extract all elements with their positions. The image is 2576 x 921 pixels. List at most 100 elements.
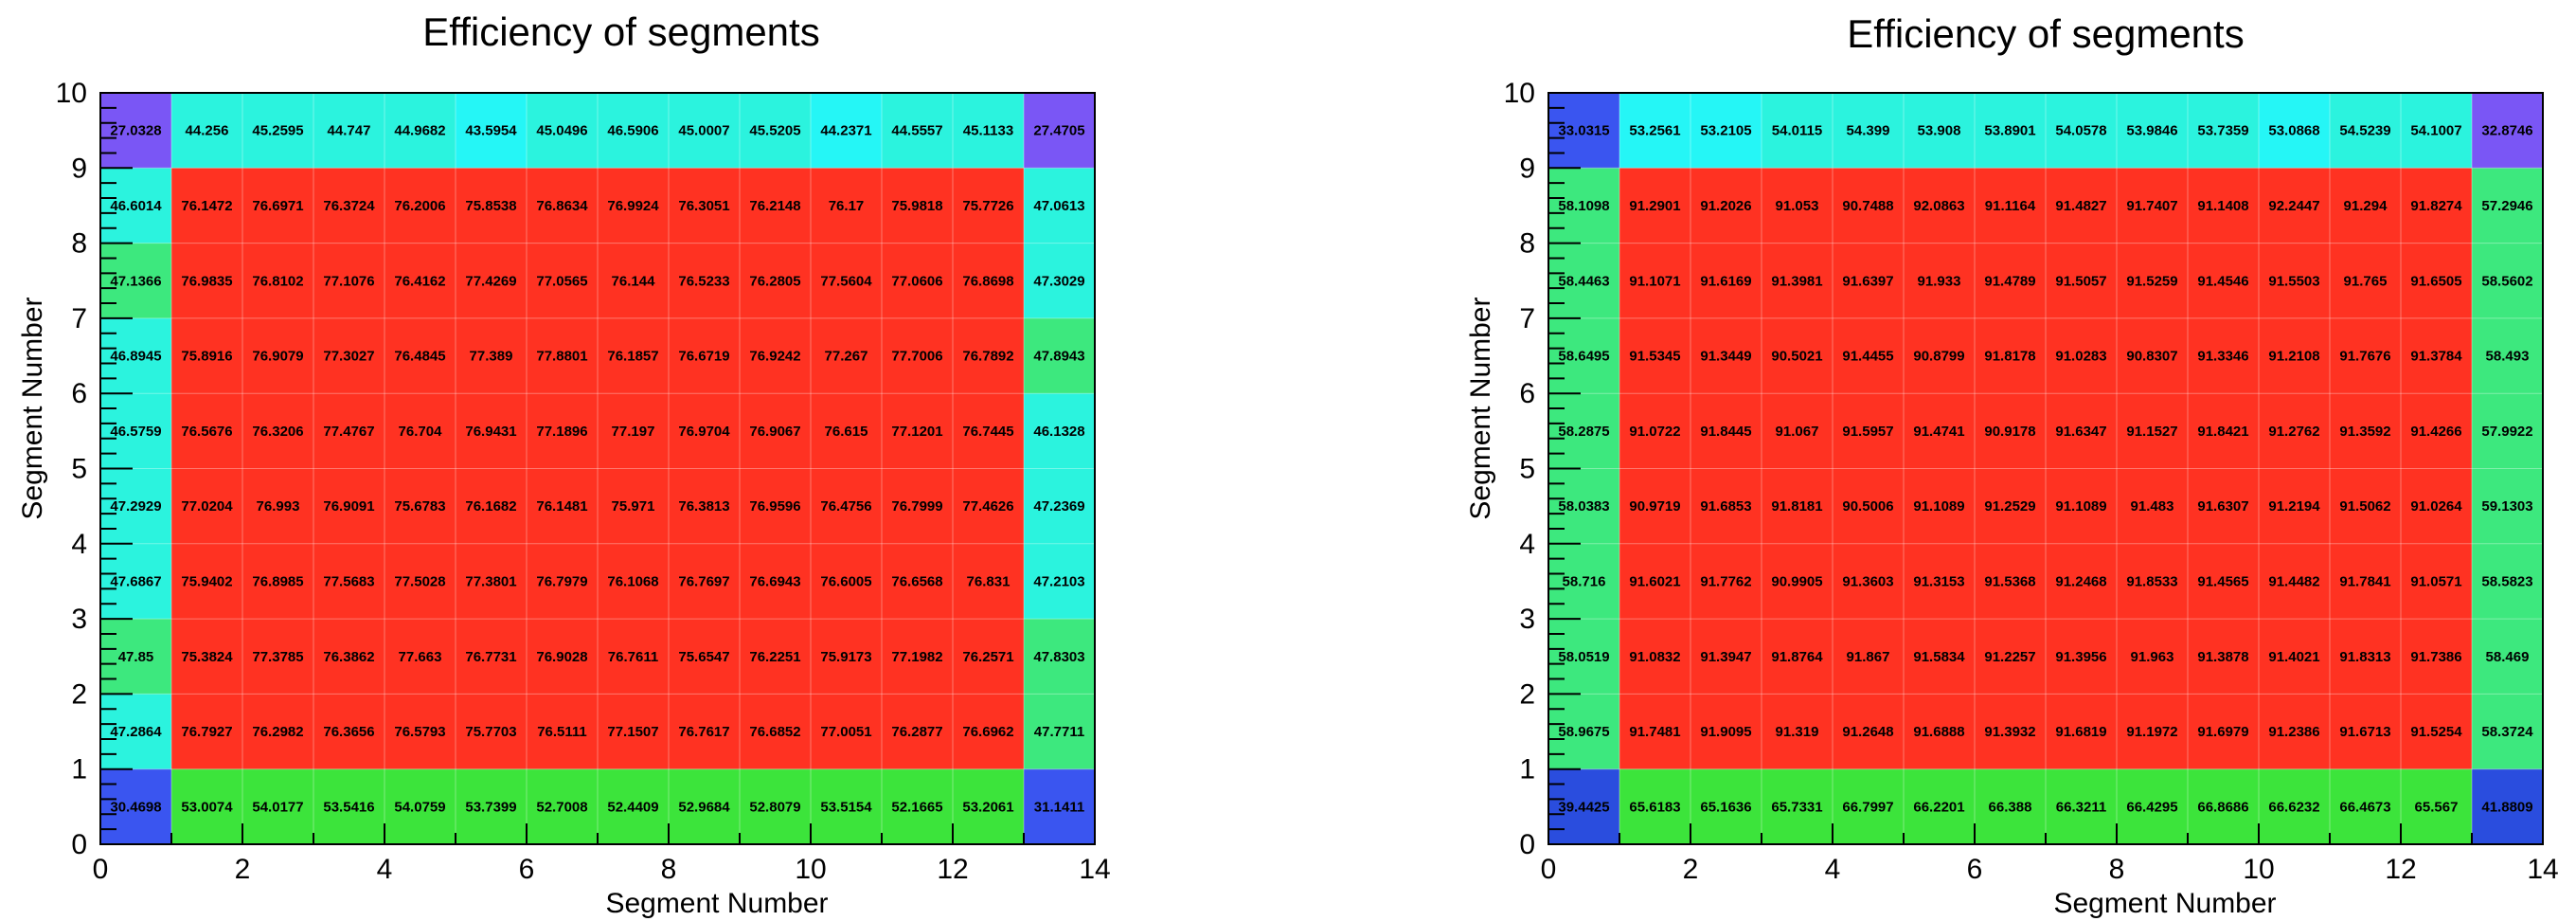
cell-value-label: 76.2982 (252, 724, 303, 740)
cell-value-label: 91.6505 (2410, 273, 2461, 289)
heatmap-cell (171, 393, 243, 469)
heatmap-cell (1619, 768, 1691, 845)
cell-value-label: 47.2103 (1033, 573, 1084, 589)
cell-value-label: 76.4756 (820, 498, 871, 515)
heatmap-cell (1762, 694, 1834, 770)
heatmap-cell (1904, 694, 1976, 770)
cell-value-label: 47.2929 (110, 498, 161, 515)
heatmap-cell (2046, 393, 2118, 469)
heatmap-cell (100, 317, 172, 394)
cell-value-label: 58.0383 (1558, 498, 1609, 515)
heatmap-cell (1548, 543, 1620, 620)
heatmap-cell (527, 768, 599, 845)
y-tick-label: 6 (71, 378, 87, 409)
heatmap-cell (1904, 243, 1976, 319)
y-tick-label: 9 (1519, 153, 1535, 184)
heatmap-cell (1548, 619, 1620, 695)
heatmap-cell (2117, 468, 2189, 545)
heatmap-cell (2188, 168, 2260, 244)
heatmap-cell (598, 317, 670, 394)
cell-value-label: 27.4705 (1033, 123, 1084, 139)
cell-value-label: 76.8698 (962, 273, 1013, 289)
heatmap-cell (1690, 468, 1762, 545)
chart-title: Efficiency of segments (1847, 11, 2244, 56)
heatmap-cell (1975, 317, 2047, 394)
heatmap-cell (811, 393, 883, 469)
heatmap-cell (598, 243, 670, 319)
heatmap-cell (740, 317, 812, 394)
heatmap-cell (2117, 168, 2189, 244)
heatmap-cell (100, 168, 172, 244)
cell-value-label: 91.5062 (2339, 498, 2390, 515)
x-tick-label: 12 (2385, 854, 2416, 885)
cell-value-label: 76.1682 (465, 498, 516, 515)
cell-value-label: 77.4626 (962, 498, 1013, 515)
cell-value-label: 91.0264 (2410, 498, 2462, 515)
y-tick-label: 1 (1519, 754, 1535, 786)
heatmap-cell (953, 93, 1025, 169)
cell-value-label: 91.4021 (2268, 649, 2319, 665)
heatmap-cell (1762, 619, 1834, 695)
heatmap-cell (100, 619, 172, 695)
cell-value-label: 77.1201 (891, 424, 942, 440)
heatmap-cell (2188, 619, 2260, 695)
heatmap-cell (2046, 243, 2118, 319)
cell-value-label: 91.6853 (1700, 498, 1751, 515)
heatmap-cell (1975, 694, 2047, 770)
heatmap-cell (456, 768, 528, 845)
heatmap-cell (740, 694, 812, 770)
heatmap-cell (669, 768, 741, 845)
heatmap-cell (669, 468, 741, 545)
cell-value-label: 76.6943 (749, 573, 800, 589)
heatmap-cell (242, 317, 314, 394)
cell-value-label: 65.6183 (1629, 799, 1680, 815)
heatmap-cell (811, 317, 883, 394)
heatmap-cell (953, 768, 1025, 845)
cell-value-label: 91.9095 (1700, 724, 1751, 740)
heatmap-cell (527, 543, 599, 620)
cell-value-label: 65.7331 (1771, 799, 1822, 815)
heatmap-cell (456, 468, 528, 545)
cell-value-label: 66.388 (1989, 799, 2032, 815)
cell-value-label: 91.3449 (1700, 349, 1751, 365)
cell-value-label: 76.9067 (749, 424, 800, 440)
heatmap-cell (669, 243, 741, 319)
cell-value-label: 76.7892 (962, 349, 1013, 365)
y-axis-label: Segment Number (17, 297, 48, 519)
cell-value-label: 90.9178 (1984, 424, 2035, 440)
cell-value-label: 76.6852 (749, 724, 800, 740)
heatmap-cell (313, 393, 385, 469)
heatmap-cell (100, 694, 172, 770)
cell-value-label: 58.5823 (2481, 573, 2532, 589)
heatmap-cell (100, 468, 172, 545)
cell-value-label: 76.615 (825, 424, 868, 440)
heatmap-cell (953, 317, 1025, 394)
heatmap-cell (1024, 694, 1096, 770)
heatmap-cell (598, 168, 670, 244)
x-tick-label: 2 (1683, 854, 1699, 885)
cell-value-label: 46.6014 (110, 198, 162, 214)
heatmap-cell (2401, 468, 2473, 545)
heatmap-cell (1024, 243, 1096, 319)
heatmap-cell (2117, 619, 2189, 695)
heatmap-cell (953, 168, 1025, 244)
cell-value-label: 77.0204 (181, 498, 233, 515)
cell-value-label: 77.0606 (891, 273, 942, 289)
heatmap-cell (2117, 393, 2189, 469)
cell-value-label: 53.5416 (323, 799, 374, 815)
cell-value-label: 46.5759 (110, 424, 161, 440)
heatmap-cell (953, 393, 1025, 469)
cell-value-label: 75.8538 (465, 198, 516, 214)
heatmap-cell (2472, 317, 2544, 394)
cell-value-label: 75.8916 (181, 349, 232, 365)
heatmap-cell (882, 243, 954, 319)
heatmap-cell (669, 93, 741, 169)
heatmap-cell (669, 694, 741, 770)
x-tick-label: 10 (2243, 854, 2274, 885)
heatmap-cell (527, 619, 599, 695)
cell-value-label: 76.2877 (891, 724, 942, 740)
heatmap-cell (1904, 168, 1976, 244)
cell-value-label: 58.2875 (1558, 424, 1609, 440)
cell-value-label: 75.9818 (891, 198, 942, 214)
